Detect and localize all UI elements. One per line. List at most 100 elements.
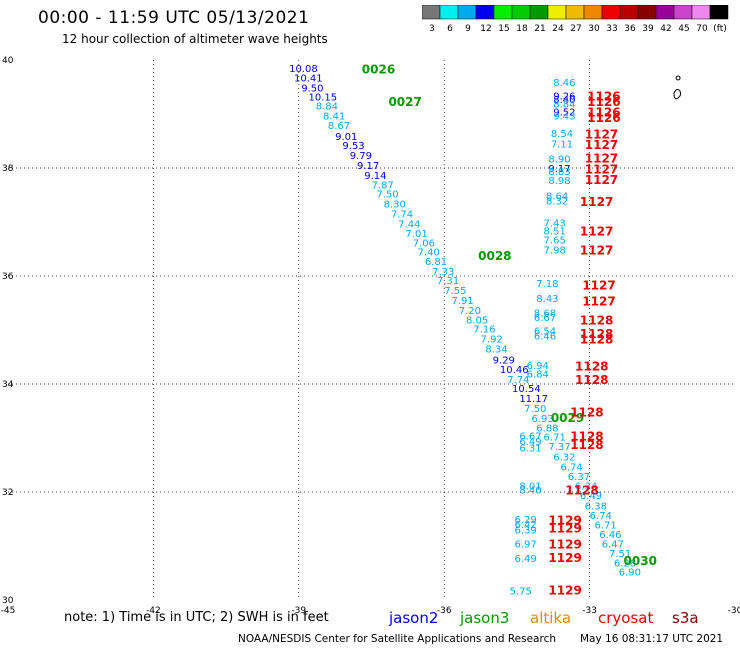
wave-height-label: 6.74	[590, 511, 612, 522]
wave-height-label: 7.55	[444, 286, 466, 297]
wave-height-label: 7.18	[536, 279, 558, 290]
track-label: 1128	[565, 484, 598, 498]
wave-height-label: 7.06	[413, 238, 435, 249]
legend-label: 70	[696, 24, 708, 34]
wave-height-label: 6.88	[536, 424, 558, 435]
wave-height-label: 8.34	[485, 345, 507, 356]
track-label: 1128	[580, 327, 613, 341]
track-label: 1127	[580, 225, 613, 239]
wave-height-label: 6.74	[561, 462, 583, 473]
wave-height-label: 8.43	[536, 294, 558, 305]
legend-label: 15	[498, 24, 509, 34]
legend-label: 30	[588, 24, 600, 34]
track-label: 1127	[585, 138, 618, 152]
track-label: 0026	[362, 63, 395, 77]
track-label: 1128	[575, 373, 608, 387]
note-text: note: 1) Time is in UTC; 2) SWH is in fe…	[64, 610, 329, 625]
wave-height-label: 7.43	[544, 218, 566, 229]
wave-height-label: 6.94	[527, 361, 549, 372]
wave-height-label: 7.98	[544, 245, 566, 256]
wave-height-label: 6.49	[519, 437, 541, 448]
mission-cryosat: cryosat	[598, 609, 654, 627]
wave-height-label: 8.90	[548, 155, 570, 166]
track-label: 1127	[585, 173, 618, 187]
x-tick-label: -30	[728, 606, 740, 616]
wave-height-label: 10.54	[512, 384, 541, 395]
track-label: 1127	[582, 295, 615, 309]
wave-height-label: 6.71	[544, 433, 566, 444]
wave-height-label: 8.68	[534, 309, 556, 320]
track-label: 1127	[585, 162, 618, 176]
wave-height-label: 6.97	[514, 540, 536, 551]
legend-label: 12	[480, 24, 491, 34]
wave-height-label: 6.54	[534, 326, 556, 337]
track-label: 1127	[585, 127, 618, 141]
wave-height-label: 6.42	[514, 520, 536, 531]
wave-height-label: 8.84	[316, 102, 338, 113]
wave-height-label: 6.49	[580, 491, 602, 502]
mission-jason3: jason3	[460, 609, 510, 627]
wave-height-label: 7.20	[459, 306, 481, 317]
wave-height-label: 6.93	[531, 414, 553, 425]
wave-height-label: 7.11	[551, 139, 573, 150]
track-label: 1126	[587, 111, 620, 125]
legend-label: (ft)	[713, 24, 727, 34]
wave-height-label: 9.17	[357, 161, 379, 172]
color-legend: 3 6 9 12 15 18 21 24 27 30 33 36 39 42 45 70 (ft)	[422, 5, 729, 34]
wave-height-label: 8.64	[546, 191, 568, 202]
wave-height-label: 6.37	[568, 472, 590, 483]
wave-height-label: 9.52	[553, 108, 575, 119]
track-label: 1127	[582, 279, 615, 293]
wave-height-label: 6.71	[594, 521, 616, 532]
wave-height-label: 9.79	[350, 151, 372, 162]
wave-height-label: 7.50	[376, 190, 398, 201]
track-label: 0027	[388, 95, 421, 109]
legend-label: 6	[447, 24, 453, 34]
wave-height-label: 9.43	[553, 111, 575, 122]
mission-s3a: s3a	[672, 609, 699, 627]
wave-height-label: 8.83	[548, 167, 570, 178]
wave-height-label: 8.84	[553, 100, 575, 111]
wave-height-label: 6.84	[527, 370, 549, 381]
legend-label: 27	[570, 24, 581, 34]
wave-height-label: 8.05	[466, 316, 488, 327]
track-label: 1128	[570, 430, 603, 444]
track-label: 1129	[548, 551, 581, 565]
track-label: 1129	[548, 584, 581, 598]
wave-height-label: 7.01	[405, 229, 427, 240]
wave-height-label: 7.92	[481, 334, 503, 345]
track-label: 0029	[551, 411, 584, 425]
legend-label: 24	[552, 24, 564, 34]
wave-height-label: 7.37	[548, 442, 570, 453]
x-tick-label: -33	[582, 606, 597, 616]
wave-height-label: 8.01	[519, 481, 541, 492]
wave-height-label: 8.41	[323, 111, 345, 122]
track-label: 1128	[570, 438, 603, 452]
track-label: 1128	[570, 405, 603, 419]
wave-height-label: 9.26	[553, 91, 575, 102]
wave-height-label: 7.87	[372, 181, 394, 192]
track-label: 0028	[478, 249, 511, 263]
wave-height-label: 10.46	[500, 365, 529, 376]
y-tick-label: 40	[2, 56, 14, 66]
wave-height-label: 6.29	[514, 515, 536, 526]
wave-height-label: 7.44	[398, 219, 420, 230]
x-tick-label: -39	[291, 606, 306, 616]
wave-height-label: 7.51	[609, 549, 631, 560]
footer-timestamp: May 16 08:31:17 UTC 2021	[580, 633, 724, 645]
track-label: 1128	[580, 333, 613, 347]
wave-height-label: 9.17	[548, 164, 570, 175]
wave-height-label: 5.75	[510, 587, 532, 598]
legend-label: 33	[606, 24, 617, 34]
track-label: 1129	[548, 513, 581, 527]
track-label: 1126	[587, 90, 620, 104]
legend-label: 21	[534, 24, 545, 34]
wave-height-label: 8.40	[519, 486, 541, 497]
wave-height-label: 7.65	[544, 236, 566, 247]
wave-height-label: 7.50	[524, 404, 546, 415]
wave-height-label: 6.46	[534, 332, 556, 343]
y-tick-label: 36	[2, 272, 14, 282]
y-tick-label: 30	[2, 596, 14, 606]
wave-height-label: 8.30	[384, 199, 406, 210]
track-label: 1127	[580, 243, 613, 257]
